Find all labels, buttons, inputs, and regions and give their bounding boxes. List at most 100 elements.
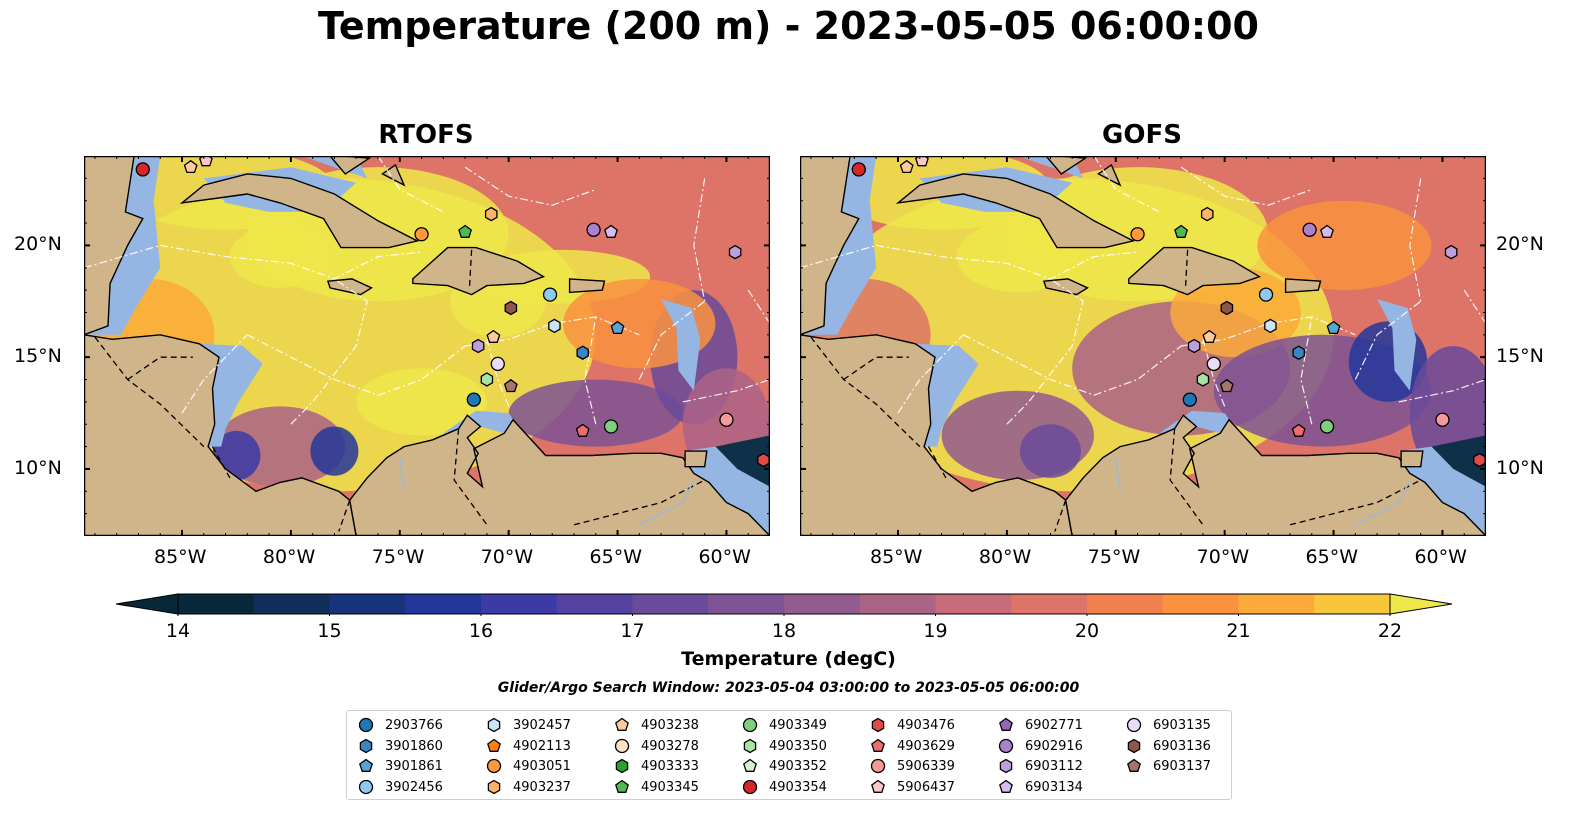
colorbar-tick-label: 14	[165, 620, 191, 642]
panel-title-gofs: GOFS	[1102, 120, 1182, 150]
colorbar-bin	[859, 594, 936, 614]
legend-label: 6903112	[1025, 758, 1083, 774]
colorbar-bin	[708, 594, 785, 614]
float-marker	[490, 356, 505, 372]
y-tick-label: 10°N	[14, 456, 62, 479]
legend-marker	[998, 738, 1014, 754]
float-marker	[1326, 320, 1341, 335]
land-puertorico	[568, 278, 606, 294]
legend-marker	[615, 779, 629, 793]
hexagon-marker-icon	[615, 758, 629, 774]
float-marker	[542, 287, 558, 302]
land-puertorico	[1284, 278, 1322, 294]
legend-label: 4903352	[769, 758, 827, 774]
x-tick-label: 65°W	[589, 546, 643, 568]
legend-marker	[1127, 758, 1141, 772]
country-border	[211, 446, 231, 479]
colorbar-bin	[1087, 594, 1164, 614]
colorbar-bin	[253, 594, 330, 614]
temperature-patch	[508, 379, 683, 447]
land-mexico	[800, 156, 860, 336]
country-border	[843, 356, 909, 381]
float-marker	[728, 244, 742, 260]
float-marker	[1264, 318, 1277, 334]
x-tick-label: 60°W	[1414, 546, 1467, 568]
float-marker	[1291, 423, 1306, 437]
float-marker	[1196, 372, 1210, 387]
legend-marker	[358, 779, 374, 795]
legend-item: 6903136	[1125, 736, 1211, 756]
river	[1354, 479, 1411, 526]
eez-boundary	[1181, 316, 1356, 347]
float-marker	[1182, 392, 1197, 407]
legend-item: 4903237	[485, 777, 571, 797]
legend-item: 6903134	[997, 777, 1083, 797]
hexagon-marker-icon	[743, 738, 757, 754]
legend-item: 3901861	[357, 756, 443, 776]
legend-item: 4902113	[485, 736, 571, 756]
legend-label: 4902113	[513, 738, 571, 754]
float-marker	[1292, 345, 1305, 360]
float-marker	[548, 318, 561, 334]
land-jamaica	[1042, 278, 1089, 296]
figure-title: Temperature (200 m) - 2023-05-05 06:00:0…	[317, 4, 1259, 48]
float-marker	[1435, 412, 1450, 427]
eez-boundary	[963, 334, 1182, 396]
land-southamerica	[1064, 414, 1486, 536]
country-border	[1054, 499, 1067, 532]
shelf-region	[661, 299, 701, 391]
legend-marker	[487, 779, 501, 795]
eez-boundary	[876, 244, 1138, 280]
eez-boundary	[1354, 300, 1422, 380]
eez-boundary	[747, 289, 770, 324]
land-trinidad	[684, 450, 708, 468]
eez-boundary	[181, 334, 248, 414]
circle-marker-icon	[998, 738, 1014, 754]
colorbar-bin	[178, 594, 255, 614]
land-southamerica	[348, 414, 770, 536]
pentagon-marker-icon	[359, 758, 373, 772]
circle-marker-icon	[614, 738, 630, 754]
legend-marker	[359, 738, 373, 754]
temperature-patch	[356, 368, 487, 436]
hexagon-marker-icon	[487, 779, 501, 795]
eez-boundary	[800, 244, 877, 269]
legend-item: 4903350	[741, 736, 827, 756]
hexagon-marker-icon	[487, 717, 501, 733]
land-cuba	[179, 173, 420, 249]
legend-item: 3901860	[357, 736, 443, 756]
temperature-patch	[956, 220, 1079, 293]
legend-item: 4903051	[485, 756, 571, 776]
eez-boundary	[1180, 166, 1313, 206]
float-marker	[1302, 222, 1317, 237]
legend-label: 4903354	[769, 779, 827, 795]
colorbar-tick-label: 19	[923, 620, 948, 642]
legend-label: 4903349	[769, 717, 827, 733]
legend-marker	[615, 717, 629, 731]
legend-label: 4903051	[513, 758, 571, 774]
float-marker	[1202, 329, 1217, 343]
land-hispaniola	[412, 246, 546, 296]
float-marker	[1200, 206, 1214, 222]
legend-marker	[742, 717, 758, 733]
legend-marker	[487, 717, 501, 733]
y-tick-label: 20°N	[1496, 233, 1544, 256]
float-marker	[1319, 419, 1335, 434]
legend-marker	[615, 758, 629, 774]
country-border	[1184, 249, 1189, 288]
x-tick-label: 75°W	[371, 546, 425, 568]
legend-label: 5906339	[897, 758, 955, 774]
eez-boundary	[1463, 289, 1486, 324]
float-marker	[504, 300, 518, 316]
shelf-region	[1377, 299, 1417, 391]
legend-item: 4903629	[869, 736, 955, 756]
temperature-patch	[1257, 200, 1432, 291]
legend-item: 6902916	[997, 736, 1083, 756]
x-tick-label: 80°W	[978, 546, 1032, 568]
circle-marker-icon	[1126, 717, 1142, 733]
legend-label: 6902916	[1025, 738, 1083, 754]
legend-marker	[871, 779, 885, 793]
legend-label: 3901860	[385, 738, 443, 754]
eez-boundary	[897, 334, 964, 414]
legend-label: 5906437	[897, 779, 955, 795]
